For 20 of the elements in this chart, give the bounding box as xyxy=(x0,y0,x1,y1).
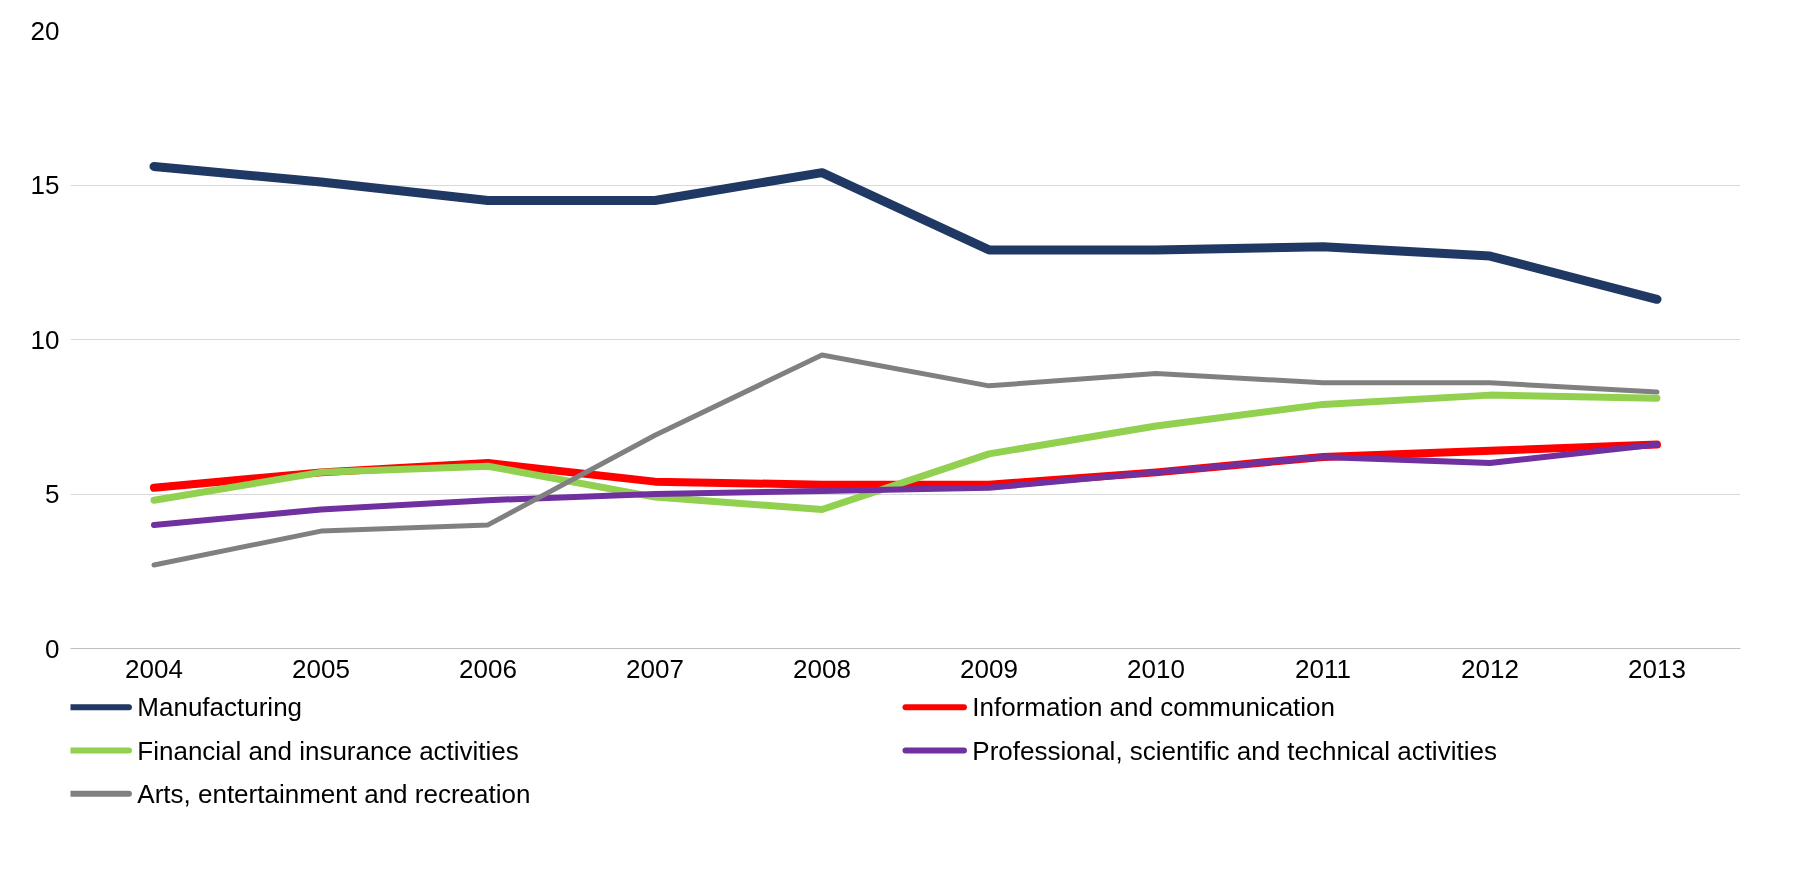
x-tick-label: 2009 xyxy=(960,653,1018,684)
x-tick-label: 2004 xyxy=(125,653,183,684)
legend-label: Financial and insurance activities xyxy=(137,735,519,766)
y-tick-label: 5 xyxy=(45,479,60,509)
y-tick-label: 0 xyxy=(45,633,60,664)
legend-label: Arts, entertainment and recreation xyxy=(137,778,531,809)
y-tick-label: 10 xyxy=(30,324,60,355)
y-tick-label: 20 xyxy=(30,15,60,46)
x-tick-label: 2006 xyxy=(459,653,517,684)
x-tick-label: 2011 xyxy=(1295,653,1351,684)
x-tick-label: 2013 xyxy=(1628,653,1686,684)
legend-label: Professional, scientific and technical activities xyxy=(972,735,1497,766)
legend-label: Information and communication xyxy=(972,692,1336,723)
legend-label: Manufacturing xyxy=(137,692,303,723)
y-tick-label: 15 xyxy=(30,170,60,200)
x-tick-label: 2007 xyxy=(626,653,684,684)
x-tick-label: 2005 xyxy=(292,653,350,684)
x-tick-label: 2012 xyxy=(1461,653,1519,684)
x-tick-label: 2010 xyxy=(1127,653,1185,684)
x-tick-label: 2008 xyxy=(793,653,851,684)
